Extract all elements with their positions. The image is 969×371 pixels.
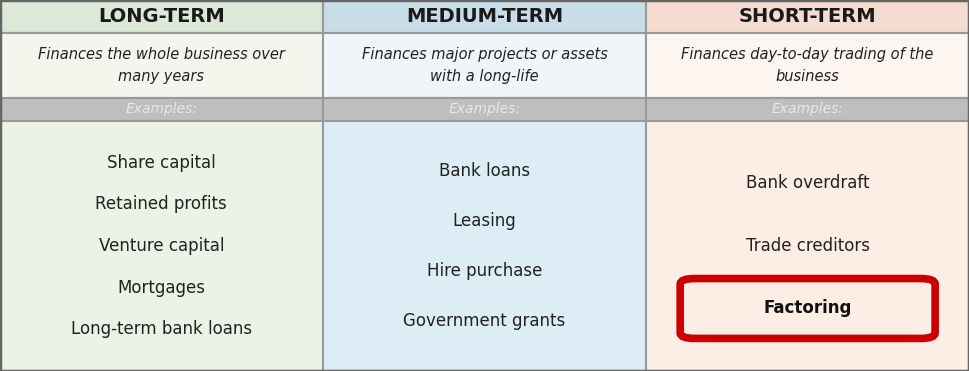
Text: Mortgages: Mortgages — [117, 279, 205, 297]
Text: Examples:: Examples: — [771, 102, 844, 116]
Text: Retained profits: Retained profits — [96, 195, 227, 213]
Text: MEDIUM-TERM: MEDIUM-TERM — [406, 7, 563, 26]
Text: Share capital: Share capital — [107, 154, 216, 172]
FancyBboxPatch shape — [680, 279, 935, 338]
Bar — [646, 121, 969, 371]
Text: Long-term bank loans: Long-term bank loans — [71, 320, 252, 338]
Text: Factoring: Factoring — [764, 299, 852, 318]
Bar — [323, 121, 646, 371]
Bar — [0, 0, 323, 33]
Bar — [0, 98, 323, 121]
Text: Bank overdraft: Bank overdraft — [746, 174, 869, 193]
Bar — [0, 33, 323, 98]
Text: SHORT-TERM: SHORT-TERM — [738, 7, 877, 26]
Text: Finances major projects or assets
with a long-life: Finances major projects or assets with a… — [361, 46, 608, 84]
Text: Examples:: Examples: — [449, 102, 520, 116]
Text: Bank loans: Bank loans — [439, 162, 530, 180]
Bar — [323, 0, 646, 33]
Text: Government grants: Government grants — [403, 312, 566, 330]
Text: LONG-TERM: LONG-TERM — [98, 7, 225, 26]
Bar — [646, 98, 969, 121]
Text: Venture capital: Venture capital — [99, 237, 224, 255]
Text: Trade creditors: Trade creditors — [746, 237, 869, 255]
Text: Finances the whole business over
many years: Finances the whole business over many ye… — [38, 46, 285, 84]
Text: Leasing: Leasing — [453, 212, 516, 230]
Bar — [646, 0, 969, 33]
Bar — [0, 121, 323, 371]
Bar — [323, 98, 646, 121]
Text: Finances day-to-day trading of the
business: Finances day-to-day trading of the busin… — [681, 46, 934, 84]
Text: Examples:: Examples: — [125, 102, 198, 116]
Bar — [323, 33, 646, 98]
Text: Hire purchase: Hire purchase — [426, 262, 543, 280]
Bar — [646, 33, 969, 98]
